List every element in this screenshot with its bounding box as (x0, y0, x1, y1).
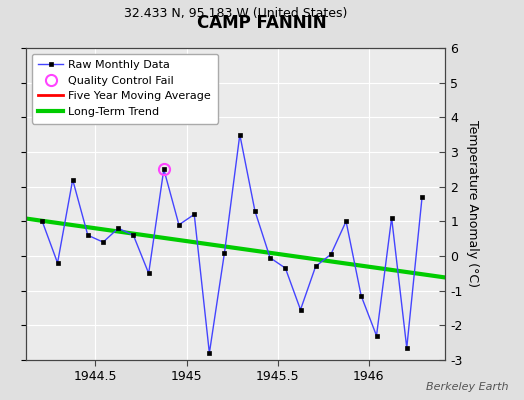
Raw Monthly Data (39, 219, 46, 224)
Text: Berkeley Earth: Berkeley Earth (426, 382, 508, 392)
Raw Monthly Data (206, 351, 213, 356)
Raw Monthly Data (237, 132, 243, 137)
Raw Monthly Data (267, 255, 273, 260)
Raw Monthly Data (176, 222, 182, 227)
Raw Monthly Data (403, 346, 410, 350)
Raw Monthly Data (358, 294, 364, 298)
Raw Monthly Data (70, 177, 76, 182)
Raw Monthly Data (130, 233, 137, 238)
Line: Raw Monthly Data: Raw Monthly Data (40, 132, 424, 355)
Raw Monthly Data (419, 195, 425, 200)
Raw Monthly Data (252, 208, 258, 213)
Raw Monthly Data (297, 307, 303, 312)
Text: CAMP FANNIN: CAMP FANNIN (197, 14, 327, 32)
Y-axis label: Temperature Anomaly (°C): Temperature Anomaly (°C) (466, 120, 479, 288)
Raw Monthly Data (312, 264, 319, 269)
Raw Monthly Data (343, 219, 349, 224)
Raw Monthly Data (374, 333, 380, 338)
Raw Monthly Data (191, 212, 198, 217)
Raw Monthly Data (388, 216, 395, 220)
Raw Monthly Data (115, 226, 122, 231)
Raw Monthly Data (221, 250, 227, 255)
Raw Monthly Data (282, 266, 289, 270)
Raw Monthly Data (328, 252, 334, 257)
Raw Monthly Data (85, 233, 91, 238)
Raw Monthly Data (161, 167, 167, 172)
Legend: Raw Monthly Data, Quality Control Fail, Five Year Moving Average, Long-Term Tren: Raw Monthly Data, Quality Control Fail, … (32, 54, 218, 124)
Title: 32.433 N, 95.183 W (United States): 32.433 N, 95.183 W (United States) (124, 8, 347, 20)
Raw Monthly Data (100, 240, 106, 244)
Raw Monthly Data (146, 271, 152, 276)
Raw Monthly Data (54, 260, 61, 265)
